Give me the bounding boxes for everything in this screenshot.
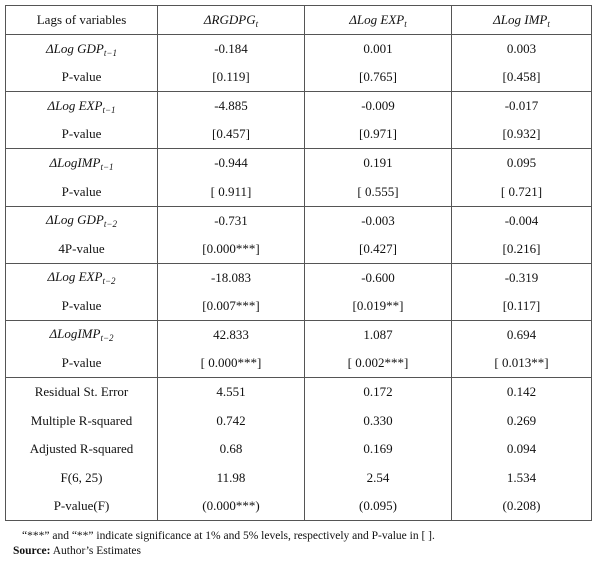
pvalue-cell: [ 0.000***] <box>157 349 305 379</box>
pvalue-cell: [0.117] <box>451 291 592 321</box>
pvalue-cell: [0.971] <box>304 120 452 150</box>
pvalue-label: P-value <box>5 291 158 321</box>
coef-cell: -18.083 <box>157 262 305 292</box>
coef-cell: 0.694 <box>451 319 592 350</box>
stat-row: Multiple R-squared 0.742 0.330 0.269 <box>5 406 592 435</box>
stat-cell: 0.172 <box>304 377 452 407</box>
coef-cell: 0.191 <box>304 148 452 178</box>
pvalue-cell: [0.932] <box>451 120 592 150</box>
stat-cell: (0.095) <box>304 492 452 522</box>
stat-cell: 2.54 <box>304 463 452 492</box>
stat-row: Adjusted R-squared 0.68 0.169 0.094 <box>5 434 592 464</box>
pvalue-cell: [ 0.002***] <box>304 349 452 379</box>
stat-cell: 0.269 <box>451 406 592 435</box>
variable-label: ΔLogIMPt−2 <box>49 326 114 344</box>
header-logexp: ΔLog EXPt <box>349 11 407 29</box>
stat-cell: 11.98 <box>157 463 305 492</box>
pvalue-cell: [ 0.555] <box>304 177 452 207</box>
pvalue-row: P-value [0.457] [0.971] [0.932] <box>5 120 592 150</box>
pvalue-row: P-value[ 0.000***][ 0.002***][ 0.013**] <box>5 349 592 379</box>
coef-row: ΔLog GDPt−1 -0.184 0.001 0.003 <box>5 34 592 64</box>
stat-label: Adjusted R-squared <box>5 434 158 464</box>
pvalue-cell: [0.007***] <box>157 291 305 321</box>
stat-cell: 0.68 <box>157 434 305 464</box>
header-lags: Lags of variables <box>5 5 158 35</box>
coef-cell: 0.001 <box>304 34 452 64</box>
pvalue-cell: [0.765] <box>304 63 452 93</box>
coef-cell: -0.184 <box>157 34 305 64</box>
variable-label: ΔLog EXPt−1 <box>47 97 116 115</box>
pvalue-row: 4P-value [0.000***] [0.427] [0.216] <box>5 234 592 264</box>
stat-cell: (0.208) <box>451 492 592 522</box>
coef-row: ΔLog EXPt−1 -4.885 -0.009 -0.017 <box>5 91 592 121</box>
coef-cell: -0.004 <box>451 205 592 235</box>
header-rgdpg: ΔRGDPGt <box>203 11 259 29</box>
coef-row: ΔLog GDPt−2 -0.731 -0.003 -0.004 <box>5 205 592 235</box>
pvalue-cell: [0.216] <box>451 234 592 264</box>
stat-row: F(6, 25) 11.98 2.54 1.534 <box>5 463 592 492</box>
stat-label: P-value(F) <box>5 492 158 522</box>
table-note: “***” and “**” indicate significance at … <box>22 530 435 542</box>
stat-label: Multiple R-squared <box>5 406 158 435</box>
pvalue-cell: [0.119] <box>157 63 305 93</box>
coef-cell: 0.003 <box>451 34 592 64</box>
coef-cell: 42.833 <box>157 319 305 350</box>
pvalue-label: P-value <box>5 63 158 93</box>
stat-label: Residual St. Error <box>5 377 158 407</box>
coef-row: ΔLog EXPt−2 -18.083 -0.600 -0.319 <box>5 262 592 292</box>
stat-cell: 4.551 <box>157 377 305 407</box>
coef-row: ΔLogIMPt−1 -0.944 0.191 0.095 <box>5 148 592 178</box>
header-logimp: ΔLog IMPt <box>493 11 550 29</box>
pvalue-label: P-value <box>5 177 158 207</box>
variable-label: ΔLogIMPt−1 <box>49 154 114 172</box>
pvalue-row: P-value [0.119] [0.765] [0.458] <box>5 63 592 93</box>
pvalue-cell: [0.000***] <box>157 234 305 264</box>
coef-cell: -0.017 <box>451 91 592 121</box>
coef-row: ΔLogIMPt−2 42.833 1.087 0.694 <box>5 319 592 350</box>
source-label: Source: <box>13 545 51 557</box>
pvalue-cell: [ 0.013**] <box>451 349 592 379</box>
stat-cell: 1.534 <box>451 463 592 492</box>
pvalue-cell: [0.457] <box>157 120 305 150</box>
pvalue-label: P-value <box>5 349 158 379</box>
variable-label: ΔLog GDPt−2 <box>46 212 117 230</box>
stat-cell: 0.330 <box>304 406 452 435</box>
stat-cell: 0.142 <box>451 377 592 407</box>
header-row: Lags of variables ΔRGDPGt ΔLog EXPt ΔLog IM… <box>5 5 592 35</box>
variable-label: ΔLog EXPt−2 <box>47 269 116 287</box>
pvalue-cell: [0.019**] <box>304 291 452 321</box>
coef-cell: 1.087 <box>304 319 452 350</box>
coef-cell: -0.731 <box>157 205 305 235</box>
pvalue-cell: [ 0.721] <box>451 177 592 207</box>
regression-table: Lags of variables ΔRGDPGt ΔLog EXPt ΔLog IM… <box>5 5 592 522</box>
pvalue-cell: [0.427] <box>304 234 452 264</box>
coef-cell: -0.600 <box>304 262 452 292</box>
coef-cell: -4.885 <box>157 91 305 121</box>
pvalue-label: P-value <box>5 120 158 150</box>
stat-cell: 0.742 <box>157 406 305 435</box>
stat-cell: (0.000***) <box>157 492 305 522</box>
coef-cell: -0.003 <box>304 205 452 235</box>
variable-label: ΔLog GDPt−1 <box>46 40 117 58</box>
stat-cell: 0.169 <box>304 434 452 464</box>
stat-cell: 0.094 <box>451 434 592 464</box>
pvalue-row: P-value[ 0.911][ 0.555][ 0.721] <box>5 177 592 207</box>
source-line: Source: Author’s Estimates <box>13 545 141 557</box>
pvalue-label: 4P-value <box>5 234 158 264</box>
coef-cell: -0.009 <box>304 91 452 121</box>
source-text: Author’s Estimates <box>50 545 141 557</box>
stat-row: P-value(F) (0.000***) (0.095) (0.208) <box>5 492 592 522</box>
coef-cell: -0.944 <box>157 148 305 178</box>
pvalue-cell: [0.458] <box>451 63 592 93</box>
stat-label: F(6, 25) <box>5 463 158 492</box>
pvalue-row: P-value [0.007***] [0.019**] [0.117] <box>5 291 592 321</box>
stat-row: Residual St. Error 4.551 0.172 0.142 <box>5 377 592 407</box>
pvalue-cell: [ 0.911] <box>157 177 305 207</box>
coef-cell: -0.319 <box>451 262 592 292</box>
coef-cell: 0.095 <box>451 148 592 178</box>
